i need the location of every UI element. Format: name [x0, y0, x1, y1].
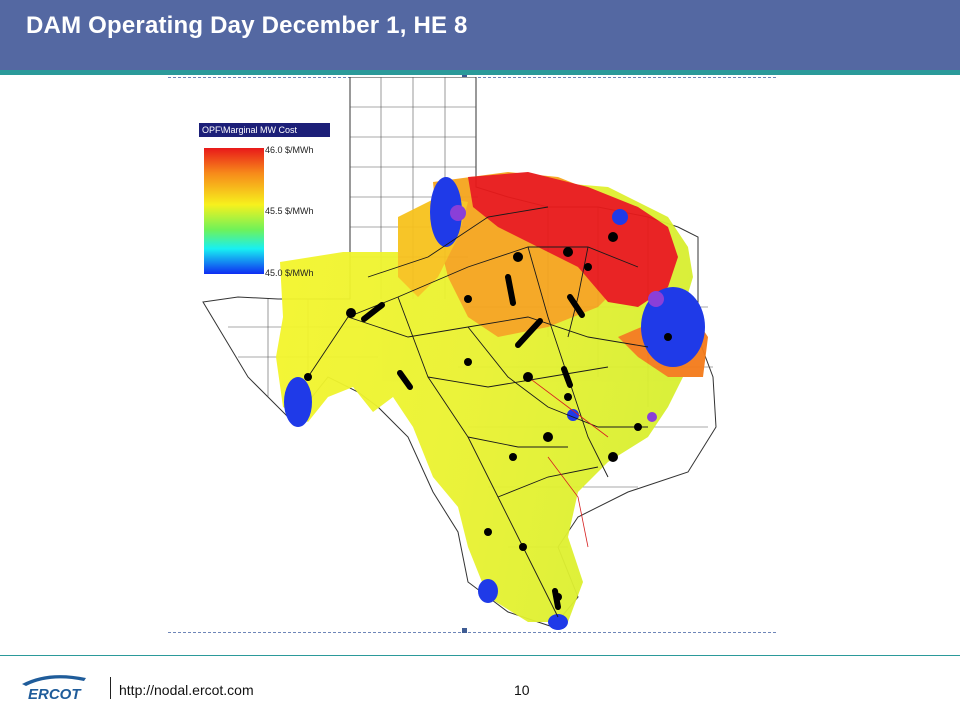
- page-number: 10: [514, 682, 530, 698]
- logo-text: ERCOT: [28, 686, 82, 703]
- slide-title: DAM Operating Day December 1, HE 8: [26, 12, 468, 39]
- transmission-corridors: [361, 274, 585, 610]
- legend-mid-label: 45.5 $/MWh: [265, 206, 314, 216]
- texas-contour-map: [202, 77, 717, 630]
- low-cost-spots: [284, 177, 705, 630]
- resize-handle-bottom[interactable]: [462, 628, 467, 633]
- transmission-lines-red: [527, 376, 609, 548]
- footer-url-link[interactable]: http://nodal.ercot.com: [119, 682, 254, 698]
- legend-max-label: 46.0 $/MWh: [265, 145, 314, 155]
- contour-fill: [276, 172, 708, 622]
- ercot-logo: ERCOT: [22, 675, 86, 703]
- footer-vertical-divider: [110, 677, 111, 699]
- purple-spots: [450, 205, 664, 422]
- title-bar-accent-stripe: [0, 70, 960, 75]
- map-frame-bottom-border: [168, 632, 776, 633]
- legend-min-label: 45.0 $/MWh: [265, 268, 314, 278]
- substation-nodes: [304, 232, 672, 601]
- legend-color-scale: [204, 148, 264, 274]
- title-bar: DAM Operating Day December 1, HE 8: [0, 0, 960, 70]
- footer-divider-line: [0, 655, 960, 656]
- legend-title: OPF\Marginal MW Cost: [199, 123, 330, 137]
